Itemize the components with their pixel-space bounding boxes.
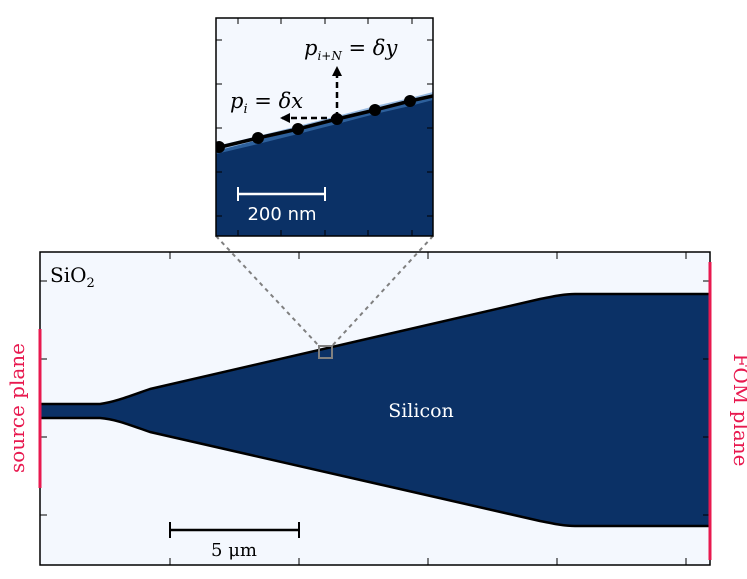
zoom-box [318, 345, 333, 359]
source-plane-label: source plane [5, 343, 29, 473]
control-point [216, 141, 225, 153]
control-point [292, 123, 304, 135]
inset-scale-bar [237, 187, 326, 201]
control-point [252, 132, 264, 144]
zoom-line-left [215, 235, 320, 347]
main-scale-label: 5 μm [211, 540, 257, 561]
inset-scale-label: 200 nm [247, 204, 316, 225]
param-y-label: pi+N = δy [304, 36, 398, 63]
silicon-taper [40, 292, 710, 528]
main-panel: SiO2 Silicon source plane FOM plane 5 μm [5, 251, 747, 566]
control-point [369, 104, 381, 116]
fom-plane-label: FOM plane [729, 354, 747, 467]
core-label: Silicon [388, 400, 454, 422]
param-x-label: pi = δx [230, 89, 303, 117]
inset-silicon [216, 97, 433, 236]
control-point [404, 95, 416, 107]
zoom-line-right [331, 235, 434, 347]
main-ticks [40, 252, 710, 565]
inset-ticks [216, 18, 433, 236]
inset-panel: pi = δx pi+N = δy 200 nm [215, 17, 434, 237]
main-scale-bar [169, 522, 300, 538]
cladding-label: SiO2 [50, 263, 95, 291]
